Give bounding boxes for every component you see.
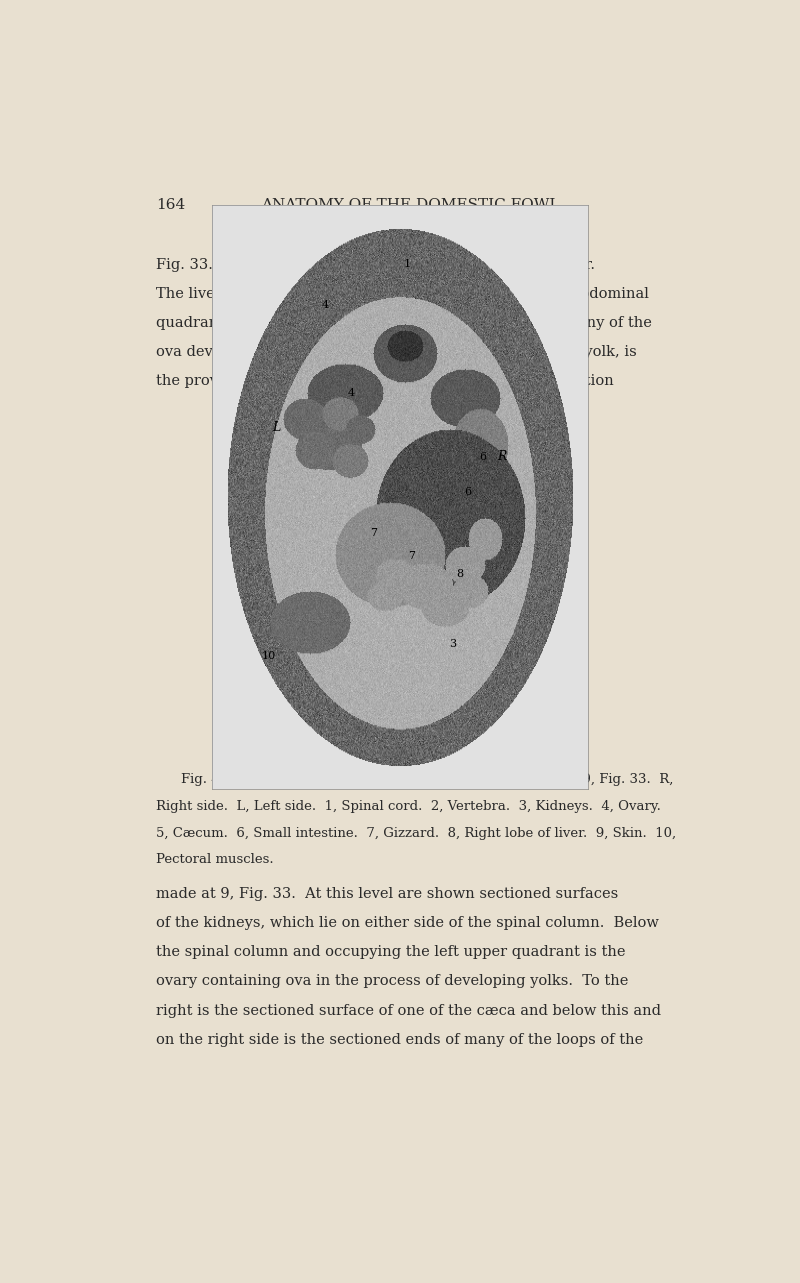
Text: L: L — [272, 421, 280, 434]
Text: made at 9, Fig. 33.  At this level are shown sectioned surfaces: made at 9, Fig. 33. At this level are sh… — [156, 887, 618, 901]
Text: Fig. 33.  In this section the lungs are decreasing in caliber.: Fig. 33. In this section the lungs are d… — [156, 258, 594, 272]
Text: ovary containing ova in the process of developing yolks.  To the: ovary containing ova in the process of d… — [156, 974, 628, 988]
Text: right is the sectioned surface of one of the cæca and below this and: right is the sectioned surface of one of… — [156, 1003, 661, 1017]
Text: 7: 7 — [370, 529, 377, 538]
Text: 3: 3 — [449, 639, 456, 649]
Text: 4: 4 — [322, 300, 328, 310]
Text: 5, Cæcum.  6, Small intestine.  7, Gizzard.  8, Right lobe of liver.  9, Skin.  : 5, Cæcum. 6, Small intestine. 7, Gizzard… — [156, 826, 676, 840]
Text: The liver occupies much of the space in the lower right abdominal: The liver occupies much of the space in … — [156, 287, 649, 300]
Text: 4: 4 — [347, 387, 354, 398]
Text: 10: 10 — [262, 650, 275, 661]
Text: 8: 8 — [457, 568, 464, 579]
Text: 1: 1 — [404, 259, 411, 269]
Text: quadrant, and above and to the right is the ovary with many of the: quadrant, and above and to the right is … — [156, 316, 652, 330]
Text: ova developing yolks.  Below No. 4 which is a developing yolk, is: ova developing yolks. Below No. 4 which … — [156, 345, 637, 359]
Text: 164: 164 — [156, 199, 185, 213]
Text: 7: 7 — [408, 552, 414, 562]
Text: the spinal column and occupying the left upper quadrant is the: the spinal column and occupying the left… — [156, 946, 626, 960]
Text: Pectoral muscles.: Pectoral muscles. — [156, 853, 274, 866]
Text: 6: 6 — [479, 452, 486, 462]
Text: R: R — [497, 450, 506, 463]
Text: 6: 6 — [464, 488, 471, 497]
Text: Right side.  L, Left side.  1, Spinal cord.  2, Vertebra.  3, Kidneys.  4, Ovary: Right side. L, Left side. 1, Spinal cord… — [156, 801, 661, 813]
Text: ANATOMY OF THE DOMESTIC FOWL: ANATOMY OF THE DOMESTIC FOWL — [261, 199, 559, 213]
Text: Fig. 46.—A transverse section through the body of a hen at 9, Fig. 33.  R,: Fig. 46.—A transverse section through th… — [181, 774, 673, 786]
Text: on the right side is the sectioned ends of many of the loops of the: on the right side is the sectioned ends … — [156, 1033, 643, 1047]
Text: of the kidneys, which lie on either side of the spinal column.  Below: of the kidneys, which lie on either side… — [156, 916, 658, 930]
Text: the proventriculus.  Figure 46 is a view of an anterior section: the proventriculus. Figure 46 is a view … — [156, 375, 614, 389]
